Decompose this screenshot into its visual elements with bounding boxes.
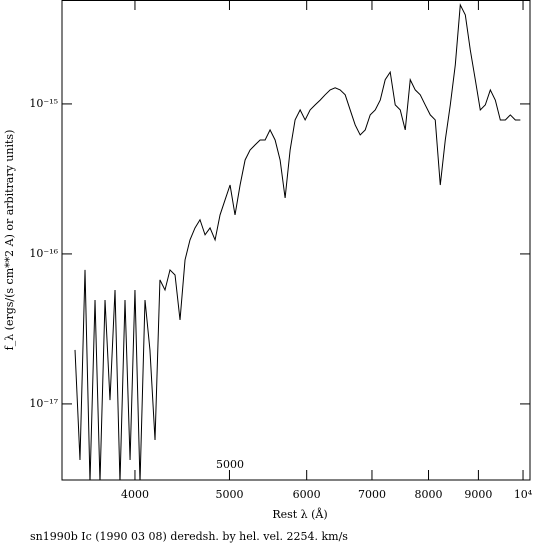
plot-frame bbox=[61, 0, 531, 481]
annotation: 5000 bbox=[216, 458, 244, 471]
x-tick-label: 8000 bbox=[415, 488, 443, 501]
x-tick-label: 9000 bbox=[464, 488, 492, 501]
x-tick-label: 7000 bbox=[358, 488, 386, 501]
y-tick-label: 10⁻¹⁶ bbox=[29, 247, 58, 260]
caption: sn1990b Ic (1990 03 08) deredsh. by hel.… bbox=[30, 530, 348, 543]
spectrum-line bbox=[74, 3, 521, 480]
x-axis-label: Rest λ (Å) bbox=[272, 507, 327, 521]
y-tick-label: 10⁻¹⁵ bbox=[29, 97, 58, 110]
y-axis-label: f_λ (ergs/(s cm**2 A) or arbitrary units… bbox=[3, 130, 16, 351]
x-tick-label: 6000 bbox=[293, 488, 321, 501]
x-tick-label: 5000 bbox=[215, 488, 243, 501]
x-tick-label: 4000 bbox=[121, 488, 149, 501]
x-tick-label: 10⁴ bbox=[514, 488, 533, 501]
y-tick-label: 10⁻¹⁷ bbox=[29, 397, 58, 410]
